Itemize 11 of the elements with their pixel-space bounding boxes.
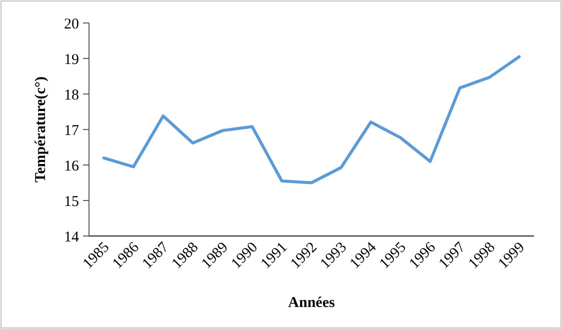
y-tick-label: 17 xyxy=(64,122,80,139)
y-tick-label: 18 xyxy=(64,87,79,104)
y-axis-title: Température(c°) xyxy=(33,76,49,182)
y-tick-label: 19 xyxy=(64,52,79,68)
y-tick-label: 15 xyxy=(64,194,79,210)
x-tick-label: 1991 xyxy=(258,240,291,272)
x-axis-title: Années xyxy=(288,295,335,311)
y-tick-label: 16 xyxy=(64,158,80,174)
y-tick-label: 20 xyxy=(64,16,79,32)
line-series xyxy=(102,55,521,184)
y-tick-label: 14 xyxy=(64,229,80,246)
